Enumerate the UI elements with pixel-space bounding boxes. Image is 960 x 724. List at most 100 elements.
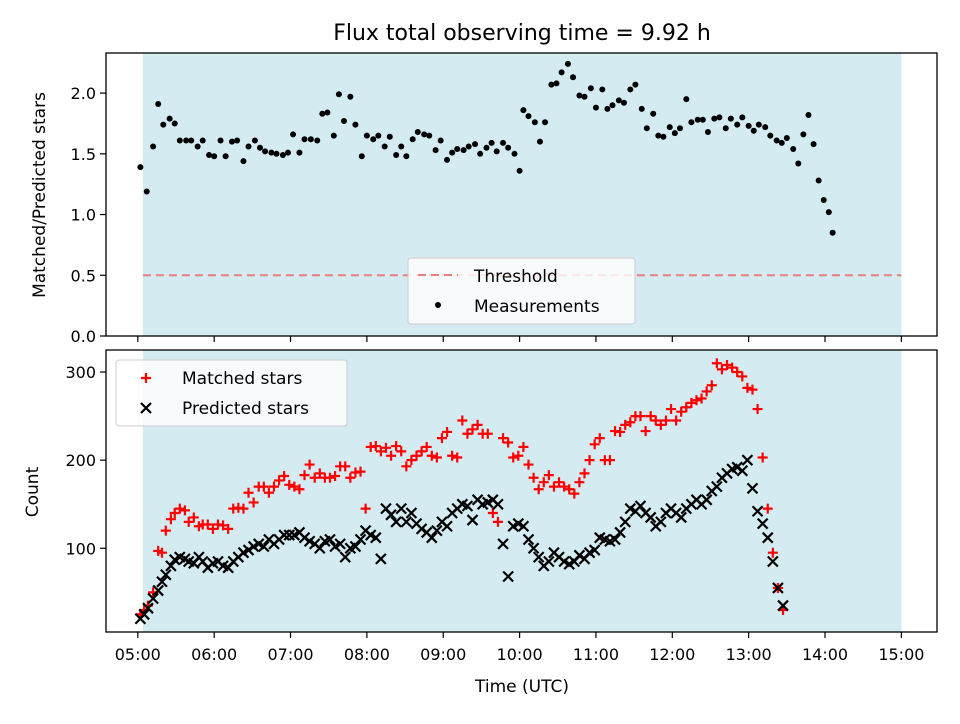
predicted-star-point (298, 531, 311, 544)
measurement-point (488, 139, 495, 146)
measurement-point (699, 116, 706, 123)
predicted-star-point (354, 533, 367, 546)
measurement-point (449, 149, 456, 156)
matched-star-point (487, 508, 498, 519)
matched-star-point (355, 466, 366, 477)
measurement-point (587, 85, 594, 92)
predicted-star-point (156, 575, 168, 588)
measurement-point (262, 148, 269, 155)
matched-star-point (716, 364, 727, 375)
predicted-star-point (761, 531, 774, 544)
measurement-point (188, 137, 195, 144)
predicted-star-point (242, 544, 255, 556)
matched-star-point (747, 384, 758, 395)
predicted-star-point (324, 533, 336, 546)
measurement-point (615, 97, 622, 104)
measurement-point (493, 148, 500, 155)
measurement-point (820, 196, 827, 203)
measurement-point (829, 229, 836, 236)
measurement-point (536, 138, 543, 145)
measurement-point (750, 127, 757, 134)
matched-star-point (279, 471, 290, 482)
matched-star-point (722, 359, 733, 370)
measurement-point (472, 141, 479, 148)
measurement-point (217, 137, 224, 144)
measurement-point (426, 132, 433, 139)
matched-star-point (660, 415, 671, 426)
predicted-star-point (349, 540, 362, 553)
matched-star-point (396, 446, 407, 457)
matched-star-point (375, 446, 386, 457)
measurement-point (671, 130, 678, 137)
predicted-star-point (527, 542, 540, 555)
matched-star-point (594, 433, 605, 444)
measurement-point (609, 102, 616, 109)
matched-star-point (406, 455, 417, 466)
measurement-point (171, 120, 178, 127)
matched-star-point (681, 402, 692, 413)
matched-star-point (523, 459, 534, 470)
y-tick-label: 100 (65, 539, 96, 558)
measurement-point (460, 147, 467, 154)
matched-star-point (416, 446, 427, 457)
measurement-point (800, 131, 807, 138)
measurement-point (273, 150, 280, 157)
predicted-star-point (573, 549, 586, 562)
y-tick-label: 1.5 (71, 145, 96, 164)
matched-star-point (380, 442, 391, 453)
matched-star-point (635, 411, 646, 422)
matched-star-point (472, 419, 483, 430)
measurement-point (454, 145, 461, 152)
measurement-point (444, 156, 451, 163)
measurement-point (660, 133, 667, 140)
matched-star-point (401, 461, 412, 472)
matched-star-point (370, 441, 381, 452)
measurement-point (432, 147, 439, 154)
matched-star-point (538, 477, 549, 488)
measurement-point (358, 153, 365, 160)
predicted-star-point (138, 608, 150, 621)
measurement-point (150, 143, 157, 150)
measurement-point (240, 158, 247, 165)
predicted-star-point (502, 570, 514, 583)
matched-star-point (289, 481, 300, 492)
matched-star-point (314, 468, 325, 479)
predicted-star-point (522, 533, 535, 546)
measurement-point (155, 101, 162, 108)
measurement-point (403, 153, 410, 160)
measurement-point (722, 125, 729, 132)
matched-star-point (431, 452, 442, 463)
predicted-star-point (370, 531, 382, 544)
matched-star-point (160, 525, 171, 536)
predicted-star-point (283, 529, 296, 541)
measurement-point (363, 132, 370, 139)
panel-frame (105, 349, 938, 633)
measurement-point (683, 96, 690, 103)
measurement-point (194, 143, 201, 150)
matched-star-point (584, 455, 595, 466)
measurement-point (704, 128, 711, 135)
measurement-point (206, 152, 213, 159)
x-tick-label: 06:00 (191, 645, 237, 664)
top-panel-y-axis-label: Matched/Predicted stars (30, 92, 50, 298)
matched-star-point (309, 472, 320, 483)
matched-star-point (202, 519, 213, 530)
measurement-point (581, 93, 588, 100)
measurement-point (500, 139, 507, 146)
measurement-point (386, 133, 393, 140)
measurement-point (643, 125, 650, 132)
predicted-star-point (644, 511, 657, 524)
predicted-star-point (152, 584, 164, 597)
matched-star-point (498, 433, 509, 444)
measurement-point (347, 93, 354, 100)
y-tick-label: 0.5 (71, 266, 96, 285)
measurement-point (245, 143, 252, 150)
predicted-star-point (756, 517, 769, 530)
predicted-star-point (334, 538, 346, 550)
measurement-point (290, 131, 297, 138)
predicted-star-point (147, 592, 159, 605)
x-tick-label: 12:00 (649, 645, 695, 664)
matched-star-point (574, 477, 585, 488)
predicted-star-point (614, 526, 626, 539)
